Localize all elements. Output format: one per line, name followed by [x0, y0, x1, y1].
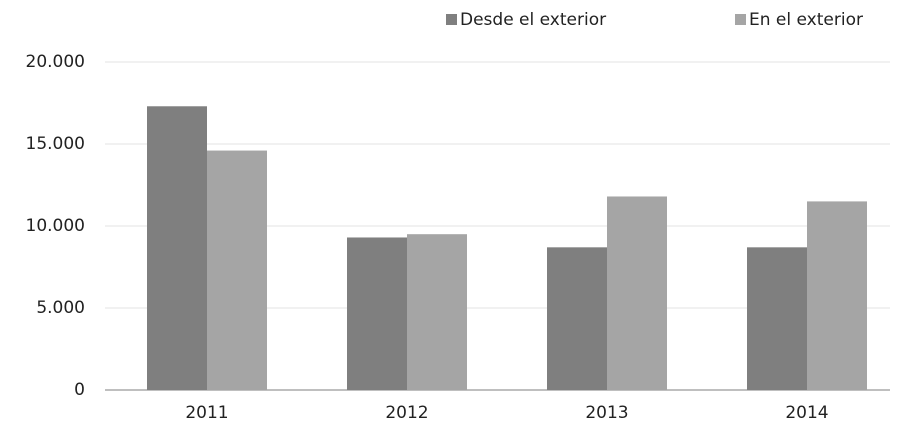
legend-label: En el exterior — [749, 10, 863, 30]
y-tick-label: 0 — [74, 380, 85, 400]
bar — [807, 201, 867, 390]
bar — [747, 247, 807, 390]
legend-label: Desde el exterior — [460, 10, 606, 30]
legend-swatch — [446, 14, 457, 25]
y-tick-label: 5.000 — [36, 298, 85, 318]
bar — [347, 237, 407, 390]
legend-swatch — [735, 14, 746, 25]
bar — [207, 150, 267, 390]
y-tick-label: 15.000 — [26, 134, 85, 154]
bar — [607, 196, 667, 390]
bar — [147, 106, 207, 390]
x-tick-label: 2014 — [785, 403, 828, 423]
bar — [407, 234, 467, 390]
x-tick-label: 2011 — [185, 403, 228, 423]
x-tick-label: 2013 — [585, 403, 628, 423]
y-tick-label: 20.000 — [26, 52, 85, 72]
y-tick-label: 10.000 — [26, 216, 85, 236]
x-tick-label: 2012 — [385, 403, 428, 423]
bar — [547, 247, 607, 390]
